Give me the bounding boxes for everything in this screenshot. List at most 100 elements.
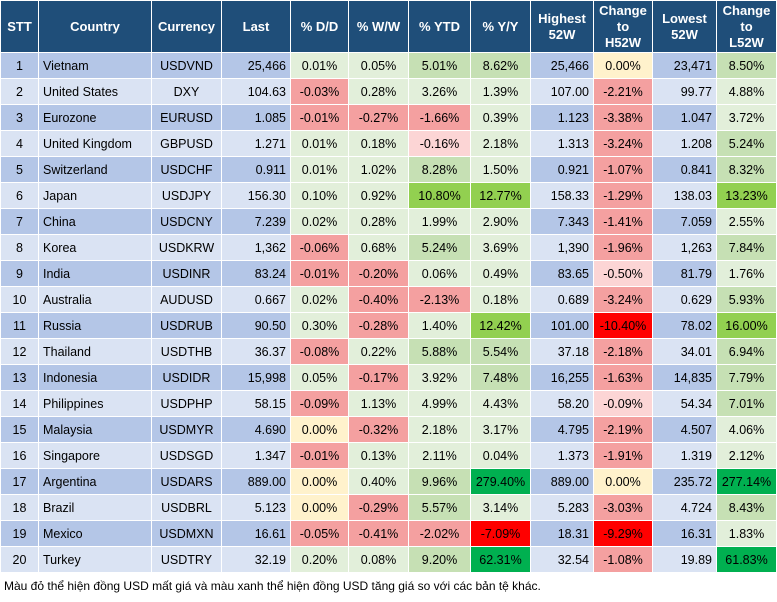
cell-ytd: -2.13% xyxy=(408,286,471,313)
cell-lowest-52w: 34.01 xyxy=(652,338,717,365)
cell-ytd: 4.99% xyxy=(408,390,471,417)
header-chl-line3: L52W xyxy=(729,34,764,50)
cell-currency: USDCHF xyxy=(151,156,222,183)
cell-change-l52w: 61.83% xyxy=(716,546,777,573)
cell-lowest-52w: 81.79 xyxy=(652,260,717,287)
cell-ww: 0.28% xyxy=(348,208,409,235)
table-row: 17 Argentina USDARS 889.00 0.00% 0.40% 9.96% 27… xyxy=(0,468,777,495)
header-chl-line2: to xyxy=(740,18,753,34)
header-chh-line3: H52W xyxy=(604,34,642,50)
cell-change-l52w: 6.94% xyxy=(716,338,777,365)
cell-last: 15,998 xyxy=(221,364,291,391)
cell-country: Philippines xyxy=(38,390,152,417)
cell-lowest-52w: 7.059 xyxy=(652,208,717,235)
header-stt-label: STT xyxy=(7,18,32,34)
cell-yy: 0.04% xyxy=(470,442,531,469)
cell-ytd: -1.66% xyxy=(408,104,471,131)
cell-ytd: 5.01% xyxy=(408,52,471,79)
cell-change-h52w: 0.00% xyxy=(593,468,653,495)
cell-change-l52w: 8.32% xyxy=(716,156,777,183)
cell-highest-52w: 25,466 xyxy=(530,52,594,79)
cell-dd: 0.05% xyxy=(290,364,349,391)
cell-change-h52w: -1.91% xyxy=(593,442,653,469)
table-row: 2 United States DXY 104.63 -0.03% 0.28% 3.26% 1… xyxy=(0,78,777,105)
cell-last: 1.271 xyxy=(221,130,291,157)
cell-stt: 20 xyxy=(0,546,39,573)
cell-currency: USDINR xyxy=(151,260,222,287)
cell-ww: 0.05% xyxy=(348,52,409,79)
cell-dd: -0.01% xyxy=(290,260,349,287)
cell-stt: 14 xyxy=(0,390,39,417)
header-last-label: Last xyxy=(242,18,270,34)
cell-dd: 0.10% xyxy=(290,182,349,209)
cell-change-h52w: -3.24% xyxy=(593,130,653,157)
cell-change-h52w: -3.24% xyxy=(593,286,653,313)
cell-last: 83.24 xyxy=(221,260,291,287)
table-row: 6 Japan USDJPY 156.30 0.10% 0.92% 10.80% 12.77%… xyxy=(0,182,777,209)
header-dd: % D/D xyxy=(290,0,349,53)
cell-stt: 7 xyxy=(0,208,39,235)
cell-country: Switzerland xyxy=(38,156,152,183)
cell-ww: 0.68% xyxy=(348,234,409,261)
cell-ww: 0.22% xyxy=(348,338,409,365)
cell-lowest-52w: 1.208 xyxy=(652,130,717,157)
cell-yy: 3.17% xyxy=(470,416,531,443)
cell-dd: -0.09% xyxy=(290,390,349,417)
cell-highest-52w: 5.283 xyxy=(530,494,594,521)
cell-lowest-52w: 19.89 xyxy=(652,546,717,573)
cell-ytd: 3.26% xyxy=(408,78,471,105)
header-lowest-line1: Lowest xyxy=(662,10,707,26)
cell-ww: 1.13% xyxy=(348,390,409,417)
cell-currency: USDPHP xyxy=(151,390,222,417)
cell-lowest-52w: 16.31 xyxy=(652,520,717,547)
cell-highest-52w: 1,390 xyxy=(530,234,594,261)
cell-change-h52w: -2.21% xyxy=(593,78,653,105)
header-chh-line2: to xyxy=(616,18,630,34)
cell-country: Eurozone xyxy=(38,104,152,131)
cell-currency: DXY xyxy=(151,78,222,105)
cell-currency: USDVND xyxy=(151,52,222,79)
cell-stt: 10 xyxy=(0,286,39,313)
cell-change-h52w: -9.29% xyxy=(593,520,653,547)
cell-country: Indonesia xyxy=(38,364,152,391)
cell-ww: -0.32% xyxy=(348,416,409,443)
cell-ww: 0.40% xyxy=(348,468,409,495)
cell-country: Brazil xyxy=(38,494,152,521)
cell-yy: 1.39% xyxy=(470,78,531,105)
cell-ytd: 1.99% xyxy=(408,208,471,235)
cell-yy: 62.31% xyxy=(470,546,531,573)
cell-lowest-52w: 138.03 xyxy=(652,182,717,209)
table-row: 3 Eurozone EURUSD 1.085 -0.01% -0.27% -1.66% 0.… xyxy=(0,104,777,131)
header-yy: % Y/Y xyxy=(470,0,531,53)
cell-change-h52w: -2.18% xyxy=(593,338,653,365)
header-lowest-line2: 52W xyxy=(671,26,698,42)
cell-change-l52w: 8.43% xyxy=(716,494,777,521)
cell-stt: 15 xyxy=(0,416,39,443)
table-row: 13 Indonesia USDIDR 15,998 0.05% -0.17% 3.92% 7… xyxy=(0,364,777,391)
cell-ytd: 9.20% xyxy=(408,546,471,573)
cell-country: Mexico xyxy=(38,520,152,547)
cell-country: India xyxy=(38,260,152,287)
cell-yy: 3.69% xyxy=(470,234,531,261)
cell-country: Japan xyxy=(38,182,152,209)
cell-highest-52w: 58.20 xyxy=(530,390,594,417)
table-row: 12 Thailand USDTHB 36.37 -0.08% 0.22% 5.88% 5.5… xyxy=(0,338,777,365)
cell-stt: 9 xyxy=(0,260,39,287)
header-currency: Currency xyxy=(151,0,222,53)
cell-change-h52w: 0.00% xyxy=(593,52,653,79)
cell-change-l52w: 1.76% xyxy=(716,260,777,287)
cell-highest-52w: 1.313 xyxy=(530,130,594,157)
cell-change-l52w: 2.12% xyxy=(716,442,777,469)
cell-ww: -0.20% xyxy=(348,260,409,287)
cell-highest-52w: 83.65 xyxy=(530,260,594,287)
cell-ww: -0.17% xyxy=(348,364,409,391)
cell-change-h52w: -1.07% xyxy=(593,156,653,183)
cell-stt: 4 xyxy=(0,130,39,157)
cell-highest-52w: 158.33 xyxy=(530,182,594,209)
cell-lowest-52w: 54.34 xyxy=(652,390,717,417)
cell-ytd: 1.40% xyxy=(408,312,471,339)
cell-change-l52w: 8.50% xyxy=(716,52,777,79)
cell-last: 1.347 xyxy=(221,442,291,469)
cell-dd: -0.03% xyxy=(290,78,349,105)
table-row: 16 Singapore USDSGD 1.347 -0.01% 0.13% 2.11% 0.… xyxy=(0,442,777,469)
